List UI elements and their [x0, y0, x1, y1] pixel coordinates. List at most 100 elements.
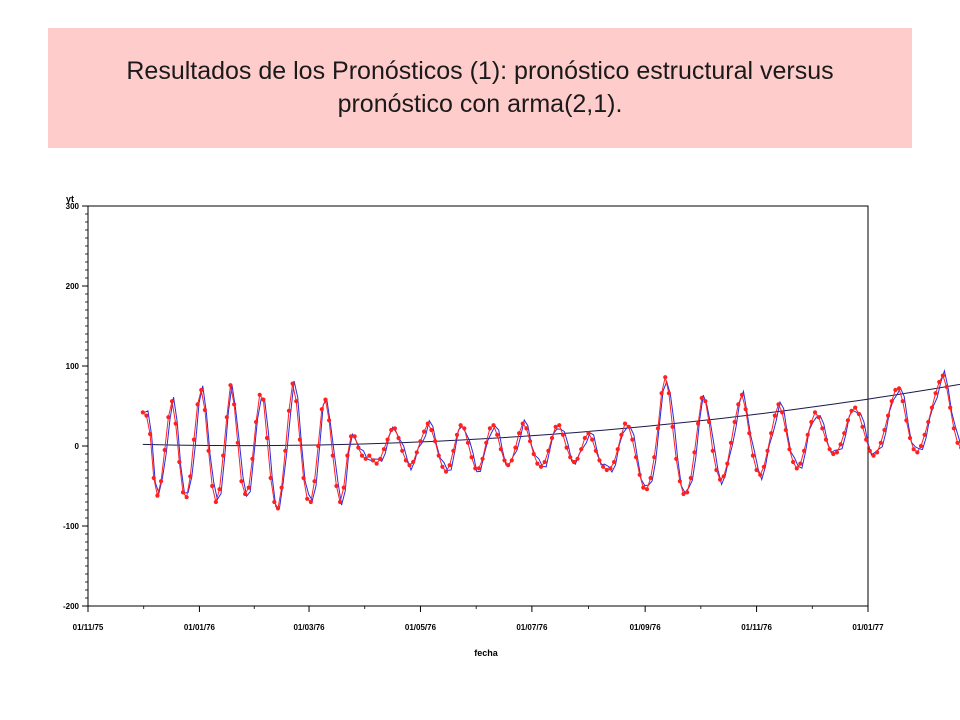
observed-point	[754, 467, 759, 473]
observed-point	[378, 456, 383, 461]
observed-point	[524, 426, 529, 431]
observed-point	[323, 397, 328, 402]
observed-point	[655, 426, 661, 431]
observed-point	[389, 427, 394, 433]
observed-point	[498, 447, 503, 452]
observed-point	[330, 453, 335, 458]
observed-point	[648, 475, 653, 481]
observed-point	[644, 487, 650, 492]
observed-point	[615, 447, 620, 452]
observed-point	[611, 459, 617, 465]
observed-point	[834, 450, 840, 455]
x-tick-label: 01/09/76	[630, 623, 662, 632]
observed-point	[268, 475, 273, 481]
slide-title: Resultados de los Pronósticos (1): pronó…	[126, 57, 834, 118]
observed-point	[495, 432, 500, 437]
observed-point	[666, 391, 671, 396]
observed-point	[454, 432, 460, 437]
observed-point	[801, 448, 807, 453]
observed-point	[597, 458, 602, 463]
observed-point	[893, 387, 898, 393]
observed-point	[725, 461, 730, 466]
observed-point	[736, 402, 741, 407]
observed-point	[316, 443, 321, 449]
observed-point	[392, 426, 397, 431]
observed-point	[341, 485, 346, 490]
observed-point	[626, 424, 631, 429]
x-tick-label: 01/01/76	[184, 623, 216, 632]
observed-point	[286, 408, 292, 413]
observed-point	[900, 399, 905, 404]
observed-point	[951, 426, 956, 431]
observed-point	[882, 427, 887, 433]
observed-point	[440, 464, 445, 469]
observed-point	[703, 399, 708, 404]
observed-point	[798, 461, 803, 466]
observed-point	[856, 411, 861, 417]
observed-point	[447, 463, 452, 468]
observed-point	[915, 450, 920, 455]
observed-point	[177, 459, 182, 465]
observed-point	[929, 405, 935, 410]
observed-point	[769, 431, 774, 436]
observed-point	[827, 447, 832, 452]
observed-point	[155, 493, 160, 498]
observed-point	[706, 419, 712, 425]
observed-point	[791, 459, 796, 465]
observed-point	[593, 448, 598, 453]
observed-point	[242, 491, 248, 497]
observed-point	[557, 423, 562, 428]
observed-point	[151, 475, 156, 481]
observed-point	[889, 399, 894, 404]
observed-point	[195, 402, 200, 407]
observed-point	[911, 447, 916, 452]
observed-point	[564, 445, 569, 450]
observed-point	[582, 435, 587, 441]
observed-point	[816, 415, 821, 420]
observed-point	[579, 447, 584, 452]
observed-point	[780, 410, 785, 415]
observed-point	[787, 447, 792, 452]
observed-point	[294, 399, 299, 404]
observed-point	[407, 463, 412, 468]
observed-point	[436, 453, 441, 458]
observed-point	[235, 440, 240, 445]
observed-point	[674, 456, 679, 461]
observed-point	[633, 455, 639, 460]
observed-point	[513, 445, 518, 450]
observed-point	[878, 440, 883, 445]
x-tick-label: 01/11/76	[741, 623, 772, 632]
observed-point	[370, 458, 376, 463]
observed-point	[166, 415, 171, 420]
observed-point	[867, 448, 872, 453]
observed-point	[560, 432, 566, 437]
observed-point	[794, 466, 799, 471]
observed-point	[601, 464, 606, 469]
y-tick-label: 200	[66, 282, 80, 291]
observed-point	[937, 379, 942, 385]
observed-point	[484, 440, 489, 445]
observed-point	[699, 395, 704, 401]
observed-point	[926, 419, 931, 425]
observed-point	[253, 419, 259, 425]
observed-point	[714, 467, 719, 473]
observed-point	[465, 440, 471, 445]
observed-point	[721, 474, 726, 479]
observed-point	[367, 453, 372, 458]
observed-point	[473, 466, 478, 471]
observed-point	[239, 479, 244, 484]
observed-point	[568, 455, 573, 460]
y-axis-label: yt	[66, 194, 74, 204]
observed-point	[414, 450, 419, 455]
observed-point	[663, 375, 668, 380]
observed-point	[659, 391, 664, 396]
observed-point	[637, 472, 642, 477]
y-tick-label: -200	[63, 602, 80, 611]
observed-point	[812, 410, 818, 415]
observed-point	[681, 491, 686, 497]
y-tick-label: -100	[63, 522, 80, 531]
x-tick-label: 01/11/75	[73, 623, 104, 632]
observed-point	[290, 381, 295, 386]
observed-point	[527, 439, 533, 444]
